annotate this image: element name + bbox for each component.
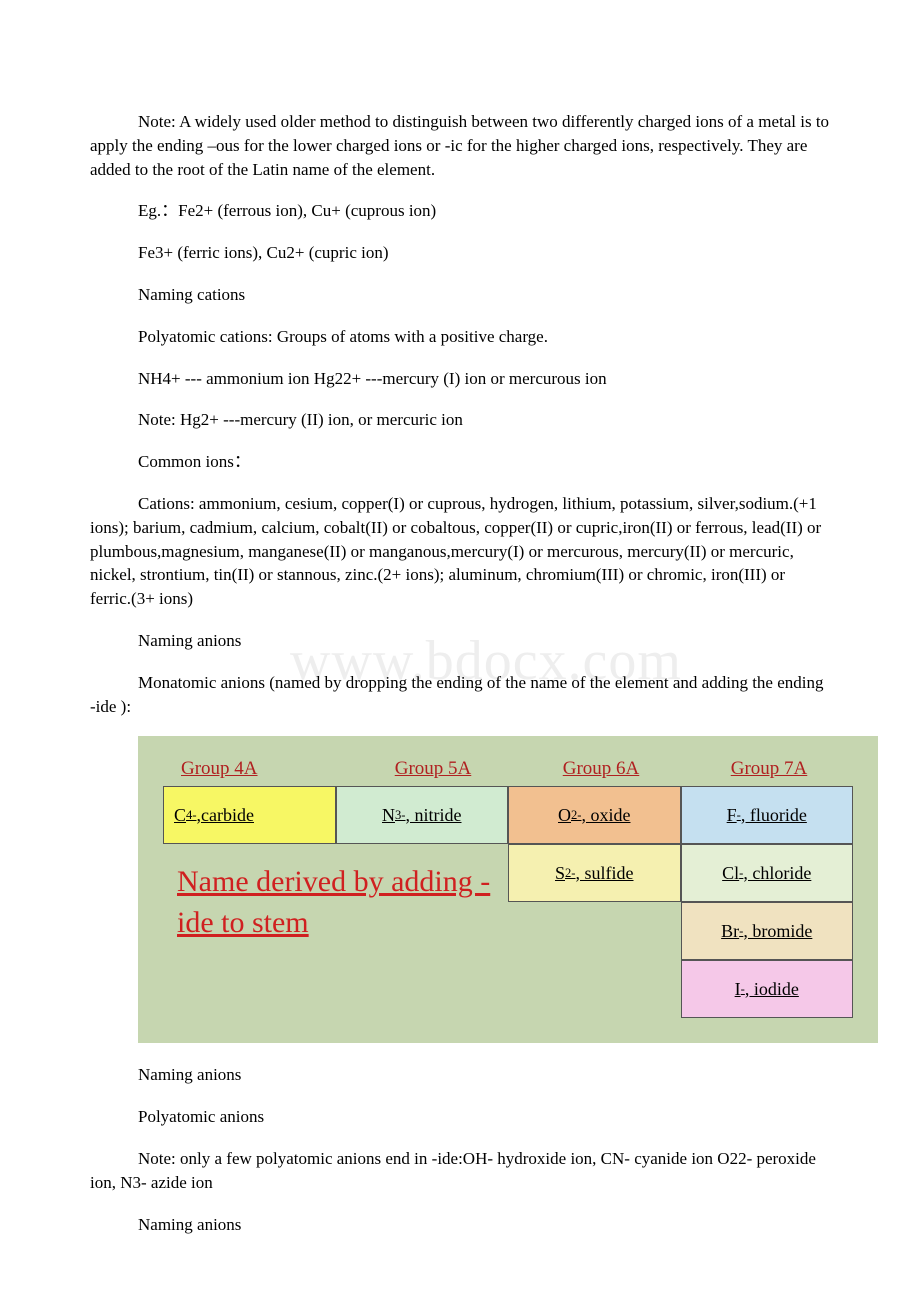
header-group-5a: Group 5A <box>349 754 517 786</box>
anion-table: Group 4A Group 5A Group 6A Group 7A C4-,… <box>138 736 878 1043</box>
cell-fluoride: F-, fluoride <box>681 786 854 844</box>
paragraph-example-ferrous: Eg.：Fe2+ (ferrous ion), Cu+ (cuprous ion… <box>90 199 830 223</box>
cell-empty <box>508 902 681 1018</box>
cell-bromide: Br-, bromide <box>681 902 854 960</box>
paragraph-example-ferric: Fe3+ (ferric ions), Cu2+ (cupric ion) <box>90 241 830 265</box>
paragraph-mercuric-note: Note: Hg2+ ---mercury (II) ion, or mercu… <box>90 408 830 432</box>
header-group-6a: Group 6A <box>517 754 685 786</box>
table-body: C4-,carbide N3-, nitride O2-, oxide F-, … <box>163 786 853 1018</box>
cell-carbide: C4-,carbide <box>163 786 336 844</box>
paragraph-ammonium-mercury: NH4+ --- ammonium ion Hg22+ ---mercury (… <box>90 367 830 391</box>
paragraph-cations-list: Cations: ammonium, cesium, copper(I) or … <box>90 492 830 611</box>
header-group-4a: Group 4A <box>163 754 349 786</box>
paragraph-ide-note: Note: only a few polyatomic anions end i… <box>90 1147 830 1195</box>
cell-nitride: N3-, nitride <box>336 786 509 844</box>
heading-common-ions: Common ions： <box>90 450 830 474</box>
cell-chloride: Cl-, chloride <box>681 844 854 902</box>
table-header-row: Group 4A Group 5A Group 6A Group 7A <box>163 754 853 786</box>
heading-polyatomic-anions: Polyatomic anions <box>90 1105 830 1129</box>
paragraph-polyatomic-cations: Polyatomic cations: Groups of atoms with… <box>90 325 830 349</box>
heading-naming-anions-2: Naming anions <box>90 1063 830 1087</box>
cell-iodide: I-, iodide <box>681 960 854 1018</box>
cell-big-note: Name derived by adding -ide to stem <box>163 844 508 1018</box>
heading-naming-cations-1: Naming cations <box>90 283 830 307</box>
anion-table-wrap: www.bdocx.com Monatomic anions (named by… <box>90 671 830 1044</box>
document-page: Note: A widely used older method to dist… <box>0 0 920 1314</box>
cell-oxide: O2-, oxide <box>508 786 681 844</box>
heading-naming-anions-3: Naming anions <box>90 1213 830 1237</box>
paragraph-monatomic-intro: Monatomic anions (named by dropping the … <box>90 671 830 719</box>
paragraph-note-ous-ic: Note: A widely used older method to dist… <box>90 110 830 181</box>
cell-sulfide: S2-, sulfide <box>508 844 681 902</box>
heading-naming-anions-1: Naming anions <box>90 629 830 653</box>
header-group-7a: Group 7A <box>685 754 853 786</box>
